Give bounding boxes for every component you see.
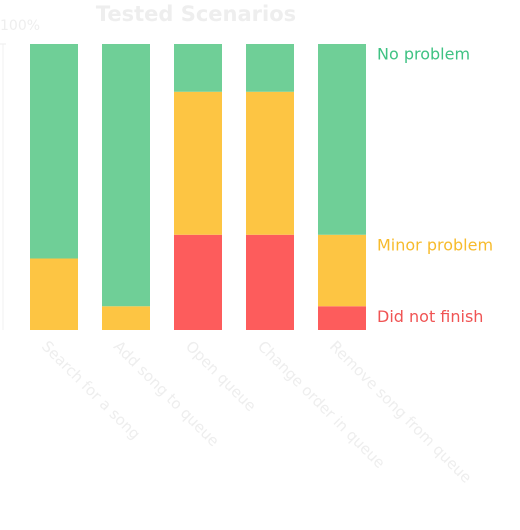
bar-segment [30,44,78,259]
x-tick-label: Open queue [182,337,260,415]
y-tick-label: 100% [0,18,40,34]
bar-segment [102,306,150,330]
bar-segment [30,258,78,330]
bar-segment [246,234,294,330]
bar-segment [318,44,366,235]
bar-segment [318,234,366,307]
bar-segment [174,234,222,330]
x-tick-label: Change order in queue [254,337,389,472]
bar-segment [174,44,222,92]
x-tick-label: Remove song from queue [326,337,475,486]
bar-segment [102,44,150,307]
bar-segment [174,91,222,235]
legend-label: No problem [377,45,470,64]
chart-title: Tested Scenarios [96,2,296,26]
legend-label: Did not finish [377,307,483,326]
bar-segment [318,306,366,330]
legend-label: Minor problem [377,235,493,254]
bar-segment [246,91,294,235]
bar-segment [246,44,294,92]
